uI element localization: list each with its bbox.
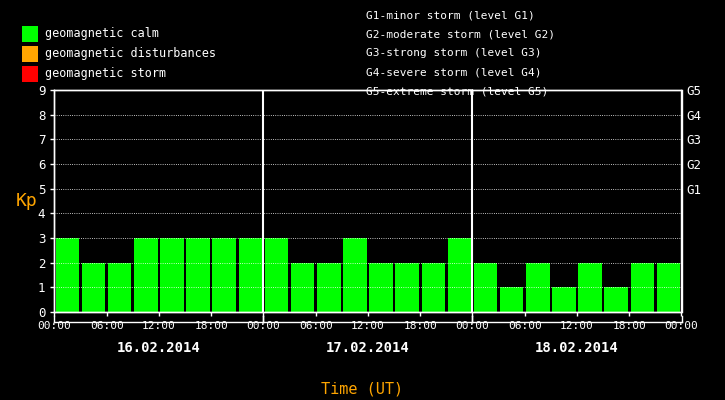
Text: G4-severe storm (level G4): G4-severe storm (level G4): [366, 68, 542, 78]
Bar: [526, 263, 550, 312]
Bar: [56, 238, 79, 312]
Bar: [291, 263, 315, 312]
Bar: [82, 263, 105, 312]
Text: geomagnetic storm: geomagnetic storm: [45, 68, 166, 80]
Bar: [186, 238, 210, 312]
Bar: [500, 287, 523, 312]
Bar: [108, 263, 131, 312]
Text: 18.02.2014: 18.02.2014: [535, 341, 619, 355]
Bar: [421, 263, 445, 312]
Bar: [369, 263, 393, 312]
Text: G1-minor storm (level G1): G1-minor storm (level G1): [366, 10, 535, 20]
Bar: [239, 238, 262, 312]
Bar: [579, 263, 602, 312]
Bar: [657, 263, 680, 312]
Bar: [343, 238, 367, 312]
Text: geomagnetic disturbances: geomagnetic disturbances: [45, 48, 216, 60]
Text: G5-extreme storm (level G5): G5-extreme storm (level G5): [366, 87, 548, 97]
Y-axis label: Kp: Kp: [16, 192, 38, 210]
Bar: [473, 263, 497, 312]
Bar: [317, 263, 341, 312]
Bar: [212, 238, 236, 312]
Text: 16.02.2014: 16.02.2014: [117, 341, 201, 355]
Bar: [265, 238, 289, 312]
Bar: [447, 238, 471, 312]
Bar: [631, 263, 654, 312]
Text: 17.02.2014: 17.02.2014: [326, 341, 410, 355]
Bar: [605, 287, 628, 312]
Text: Time (UT): Time (UT): [321, 381, 404, 396]
Bar: [552, 287, 576, 312]
Text: G2-moderate storm (level G2): G2-moderate storm (level G2): [366, 29, 555, 39]
Bar: [395, 263, 419, 312]
Bar: [160, 238, 183, 312]
Text: G3-strong storm (level G3): G3-strong storm (level G3): [366, 48, 542, 58]
Bar: [134, 238, 157, 312]
Text: geomagnetic calm: geomagnetic calm: [45, 28, 159, 40]
